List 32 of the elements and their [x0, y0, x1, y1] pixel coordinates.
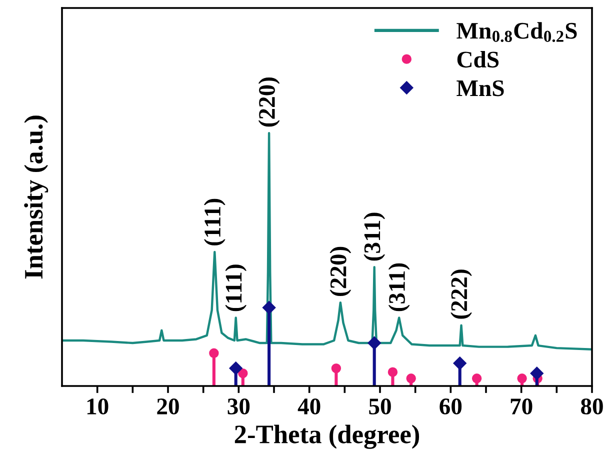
- legend-label: Mn$_{0.8}$Cd$_{0.2}$S: [456, 22, 577, 42]
- point: [517, 374, 527, 384]
- x-tick-label: 50: [369, 398, 391, 414]
- annotation: (311): [388, 263, 410, 312]
- x-axis-title: 2-Theta (degree): [234, 424, 420, 449]
- point: [472, 374, 482, 384]
- y-axis-title: Intensity (a.u.): [24, 116, 48, 279]
- x-tick-label: 70: [510, 398, 532, 414]
- annotation: (220): [258, 77, 280, 127]
- x-tick-label: 80: [580, 398, 603, 414]
- point: [453, 356, 466, 370]
- annotation: (311): [364, 212, 386, 261]
- x-tick-label: 30: [228, 398, 250, 414]
- legend-label: MnS: [456, 80, 504, 96]
- point: [331, 363, 342, 374]
- x-tick-label: 10: [87, 398, 108, 414]
- point: [262, 301, 276, 314]
- x-tick-label: 60: [440, 398, 462, 414]
- point: [209, 348, 219, 358]
- point: [388, 367, 398, 377]
- point: [238, 368, 248, 378]
- point: [229, 362, 242, 375]
- point: [530, 366, 544, 380]
- x-tick-label: 20: [157, 398, 179, 414]
- legend-label: CdS: [457, 50, 499, 68]
- annotation: (111): [225, 264, 247, 312]
- annotation: (111): [204, 198, 226, 246]
- point: [406, 374, 416, 384]
- annotation: (220): [330, 246, 352, 296]
- x-tick-label: 40: [298, 398, 320, 414]
- annotation: (222): [450, 270, 472, 319]
- point: [368, 336, 381, 350]
